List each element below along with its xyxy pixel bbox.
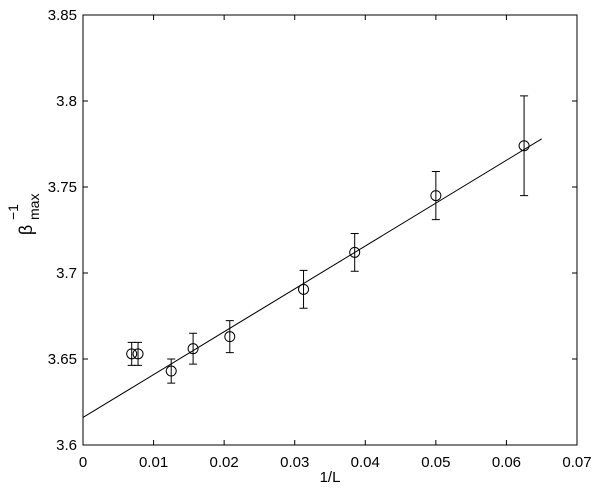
data-point [349, 246, 361, 258]
x-tick-label: 0.05 [421, 454, 450, 471]
x-tick-label: 0.06 [492, 454, 521, 471]
error-bar [225, 320, 234, 354]
error-bar [127, 341, 136, 366]
data-point [165, 365, 177, 377]
y-tick-label: 3.8 [56, 93, 77, 110]
x-axis-label: 1/L [320, 469, 341, 486]
x-tick-label: 0.04 [351, 454, 380, 471]
fit-line [82, 138, 542, 418]
y-tick-label: 3.75 [48, 179, 77, 196]
error-bar [520, 95, 529, 197]
y-label-symbol: β [16, 225, 36, 235]
y-axis-label: β −1 max [5, 194, 42, 236]
data-point [518, 140, 530, 152]
data-point [132, 348, 144, 360]
error-bar [167, 358, 176, 384]
y-tick-label: 3.6 [56, 437, 77, 454]
x-tick-label: 0 [79, 454, 87, 471]
x-tick-label: 0.01 [139, 454, 168, 471]
x-tick-label: 0.02 [210, 454, 239, 471]
x-tick-label: 0.07 [562, 454, 591, 471]
data-point [126, 348, 138, 360]
y-tick-label: 3.85 [48, 7, 77, 24]
x-tick-label: 0.03 [280, 454, 309, 471]
y-tick-label: 3.7 [56, 265, 77, 282]
y-label-superscript: −1 [5, 204, 21, 220]
error-bar [189, 332, 198, 365]
error-bar [299, 269, 308, 309]
error-bar [431, 171, 440, 221]
y-tick-label: 3.65 [48, 351, 77, 368]
data-point [224, 331, 236, 343]
data-point [187, 343, 199, 355]
data-point [298, 283, 310, 295]
data-point [430, 190, 442, 202]
error-bar [134, 341, 143, 366]
plot-frame [82, 14, 578, 446]
y-label-subscript: max [26, 194, 42, 220]
